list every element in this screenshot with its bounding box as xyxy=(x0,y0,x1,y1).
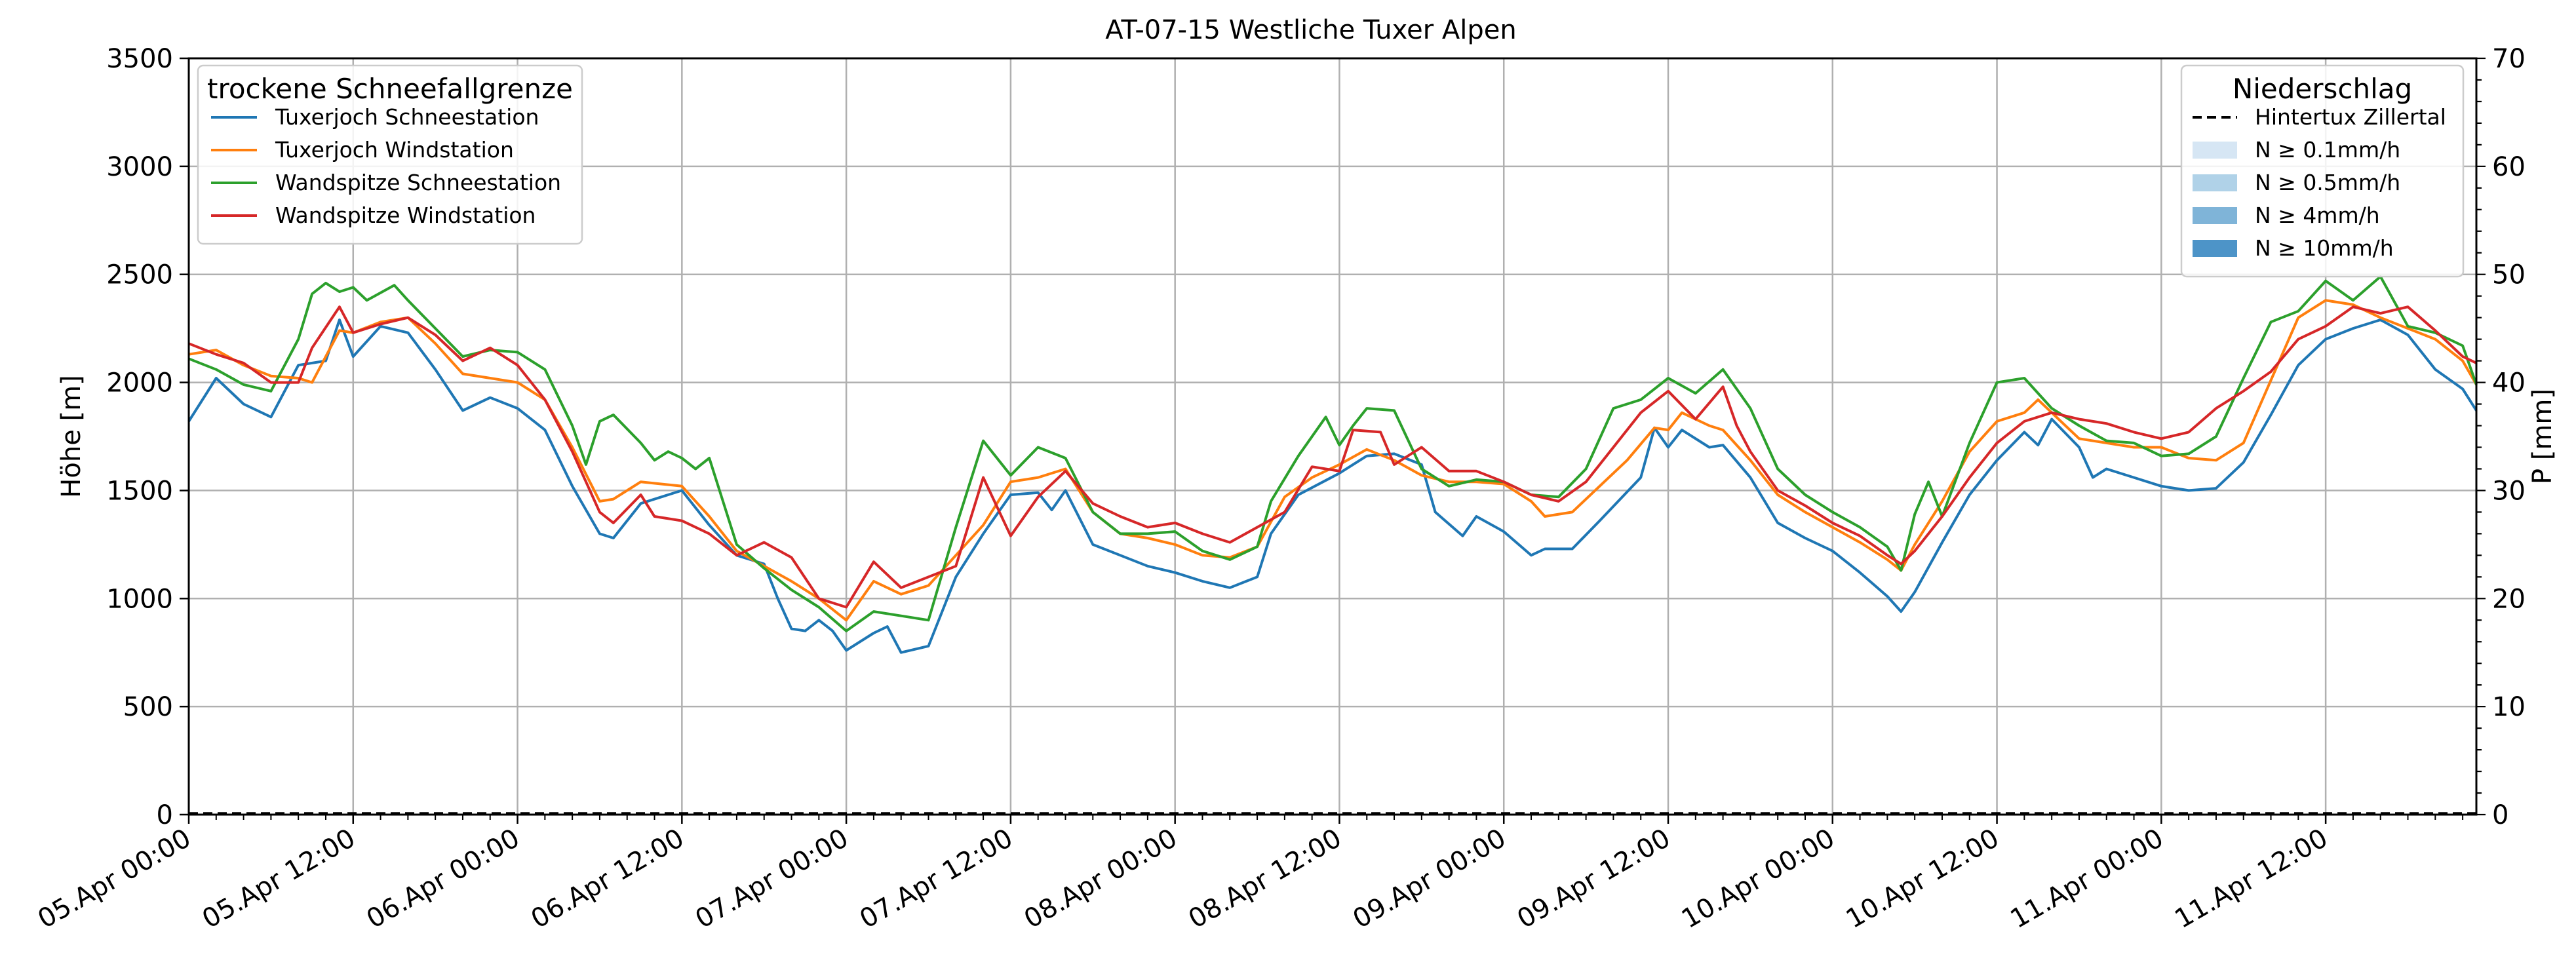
legend-swatch-precip-3 xyxy=(2193,207,2237,224)
legend-label-2: Tuxerjoch Windstation xyxy=(275,137,514,163)
y2-tick-label: 30 xyxy=(2492,476,2526,506)
chart-title: AT-07-15 Westliche Tuxer Alpen xyxy=(1105,15,1516,45)
legend-label-3: Wandspitze Schneestation xyxy=(275,170,561,195)
y-tick-label: 3000 xyxy=(106,152,173,182)
y2-tick-label: 60 xyxy=(2492,152,2526,182)
y-axis-left: 0 500 1000 1500 2000 2500 3000 3500 xyxy=(106,44,189,830)
legend-precipitation-title: Niederschlag xyxy=(2233,73,2412,105)
legend-label-1: Tuxerjoch Schneestation xyxy=(275,104,539,130)
legend-snowline-entries: Tuxerjoch Schneestation Tuxerjoch Windsta… xyxy=(211,104,561,228)
series-line-2 xyxy=(188,299,2478,622)
legend-label-precip-4: N ≥ 10mm/h xyxy=(2255,235,2394,261)
y-tick-label: 500 xyxy=(123,692,173,722)
y2-tick-label: 0 xyxy=(2492,800,2508,830)
y2-axis-label: P [mm] xyxy=(2527,389,2558,484)
legend-snowline-title: trockene Schneefallgrenze xyxy=(207,73,573,105)
y2-tick-label: 20 xyxy=(2492,584,2526,614)
series-line-4 xyxy=(188,305,2477,609)
y-tick-label: 1000 xyxy=(106,584,173,614)
legend-swatch-precip-1 xyxy=(2193,142,2237,159)
plot-frame xyxy=(187,57,2478,816)
y-axis-right: 0 10 20 30 40 50 60 70 xyxy=(2476,44,2526,830)
series-line-3 xyxy=(188,275,2478,632)
y-tick-label: 0 xyxy=(157,800,173,830)
legend-precipitation: Niederschlag Hintertux Zillertal N ≥ 0.1m… xyxy=(2180,64,2465,278)
legend-label-precip-1: N ≥ 0.1mm/h xyxy=(2255,137,2400,163)
y-tick-label: 1500 xyxy=(106,476,173,506)
y-tick-label: 3500 xyxy=(106,44,173,74)
legend-label-4: Wandspitze Windstation xyxy=(275,203,536,228)
legend-label-precip-0: Hintertux Zillertal xyxy=(2255,104,2446,130)
legend-label-precip-2: N ≥ 0.5mm/h xyxy=(2255,170,2400,195)
legend-precipitation-entries: Hintertux Zillertal N ≥ 0.1mm/h N ≥ 0.5mm/… xyxy=(2193,104,2446,261)
y-tick-label: 2000 xyxy=(106,368,173,398)
legend-swatch-precip-2 xyxy=(2193,174,2237,191)
y-axis-label: Höhe [m] xyxy=(56,375,87,497)
y2-tick-label: 50 xyxy=(2492,260,2526,290)
series-line-1 xyxy=(187,319,2478,654)
legend-label-precip-3: N ≥ 4mm/h xyxy=(2255,203,2380,228)
y2-tick-label: 70 xyxy=(2492,44,2526,74)
y2-tick-label: 10 xyxy=(2492,692,2526,722)
y-tick-label: 2500 xyxy=(106,260,173,290)
legend-snowline: trockene Schneefallgrenze Tuxerjoch Schn… xyxy=(197,64,583,245)
y2-tick-label: 40 xyxy=(2492,368,2526,398)
legend-precipitation-box xyxy=(2180,64,2465,278)
series-layer xyxy=(187,275,2478,654)
legend-snowline-box xyxy=(197,64,583,245)
legend-swatch-precip-4 xyxy=(2193,240,2237,257)
